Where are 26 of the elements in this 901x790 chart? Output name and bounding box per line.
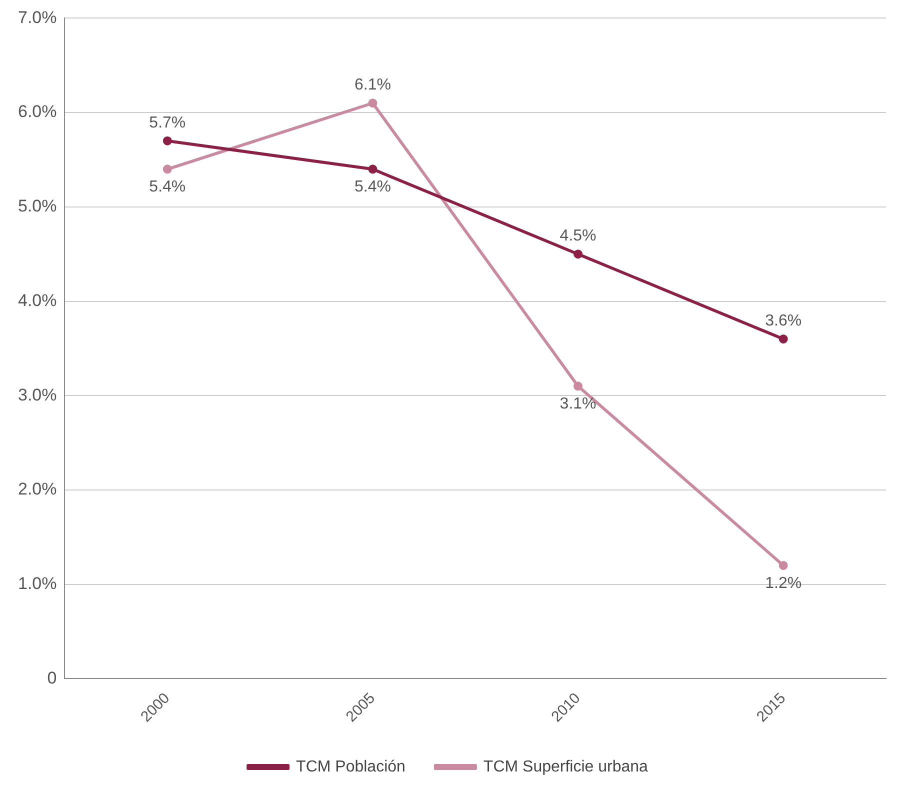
point	[574, 250, 583, 259]
data-label: 6.1%	[354, 76, 391, 94]
point	[162, 136, 172, 146]
data-label: 3.6%	[765, 312, 802, 330]
data-label: 1.2%	[765, 574, 802, 592]
data-label: 5.4%	[149, 178, 186, 196]
point	[778, 560, 788, 570]
data-label: 5.4%	[354, 178, 391, 196]
legend-label: TCM Superficie urbana	[483, 758, 648, 776]
y-tick-label: 6.0%	[18, 102, 57, 122]
y-tick-label: 5.0%	[18, 196, 57, 216]
data-label: 4.5%	[560, 227, 596, 244]
point	[368, 98, 378, 108]
point	[162, 164, 172, 174]
y-tick-label: 3.0%	[18, 385, 57, 404]
data-label: 3.1%	[560, 396, 596, 413]
y-tick-label: 4.0%	[18, 290, 57, 310]
data-label: 5.7%	[149, 114, 186, 132]
y-tick-label: 0	[47, 668, 57, 688]
y-tick-label: 2.0%	[18, 480, 57, 499]
legend-label: TCM Población	[296, 758, 406, 776]
point	[778, 334, 788, 344]
y-tick-label: 7.0%	[18, 8, 57, 27]
point	[574, 382, 583, 391]
point	[368, 164, 378, 174]
y-tick-label: 1.0%	[18, 574, 57, 594]
